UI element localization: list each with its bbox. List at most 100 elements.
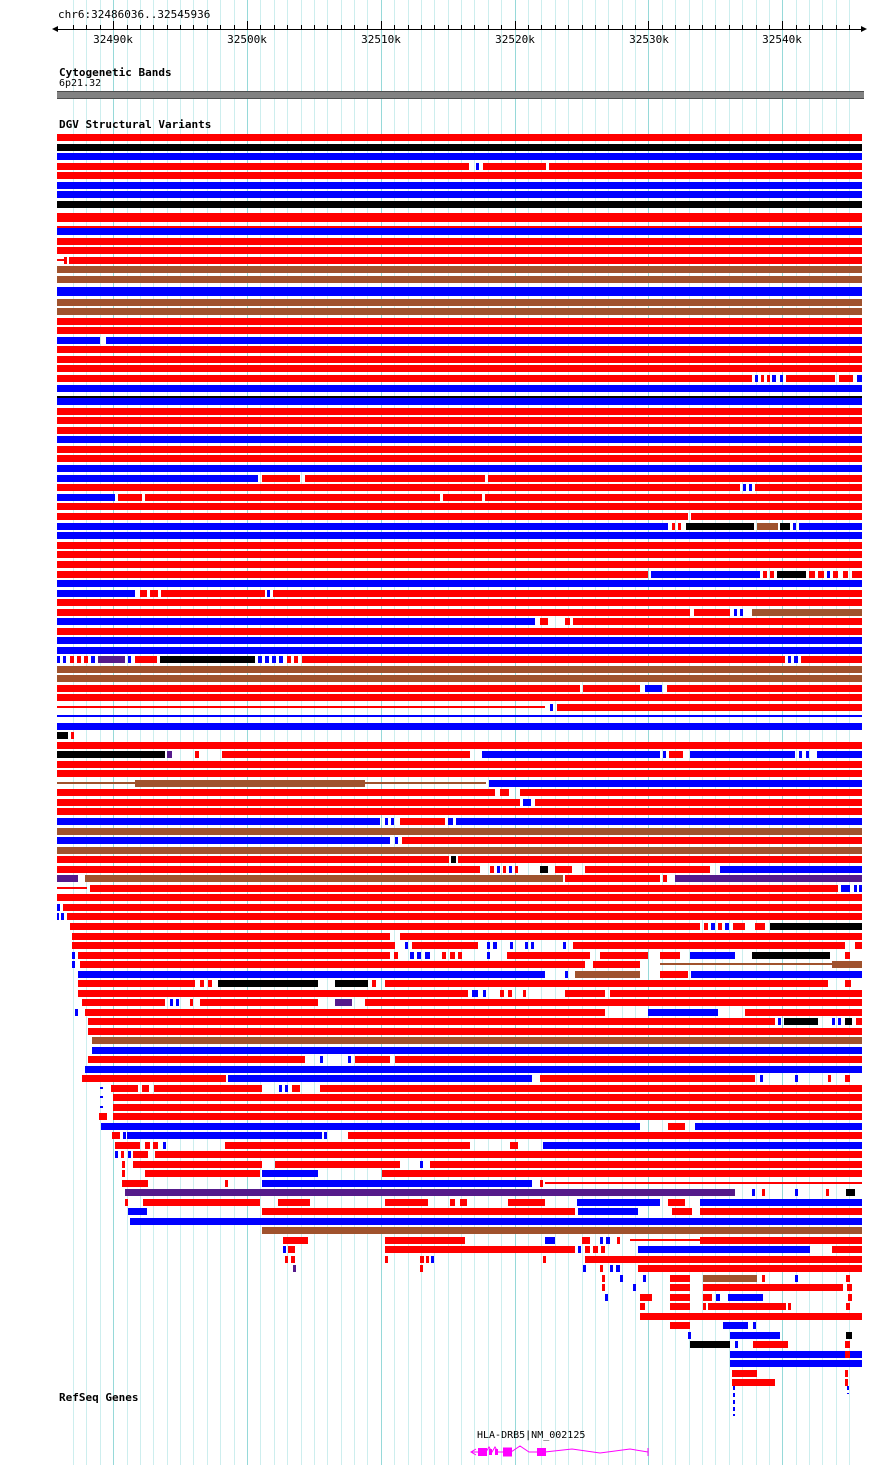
variant-bar[interactable] — [855, 942, 862, 949]
variant-bar[interactable] — [92, 1037, 862, 1044]
variant-bar[interactable] — [606, 1237, 610, 1244]
variant-bar[interactable] — [672, 1208, 692, 1215]
variant-bar[interactable] — [565, 971, 568, 978]
variant-bar[interactable] — [668, 1199, 685, 1206]
variant-bar[interactable] — [760, 1075, 763, 1082]
variant-bar[interactable] — [668, 1123, 685, 1130]
variant-bar[interactable] — [845, 1379, 848, 1386]
variant-bar[interactable] — [320, 1056, 323, 1063]
variant-bar[interactable] — [348, 1056, 351, 1063]
variant-bar[interactable] — [450, 1199, 455, 1206]
variant-bar[interactable] — [515, 866, 518, 873]
variant-bar[interactable] — [535, 799, 862, 806]
variant-bar[interactable] — [133, 1161, 262, 1168]
variant-bar[interactable] — [262, 475, 300, 482]
variant-bar[interactable] — [69, 257, 862, 264]
variant-bar[interactable] — [694, 609, 730, 616]
variant-bar[interactable] — [57, 356, 862, 363]
variant-bar[interactable] — [57, 375, 752, 382]
variant-bar[interactable] — [749, 484, 752, 491]
variant-bar[interactable] — [267, 590, 270, 597]
variant-bar[interactable] — [448, 818, 453, 825]
variant-bar[interactable] — [670, 1284, 690, 1291]
variant-bar[interactable] — [78, 980, 195, 987]
variant-bar[interactable] — [57, 247, 862, 254]
variant-bar[interactable] — [788, 656, 791, 663]
variant-bar[interactable] — [605, 1294, 608, 1301]
variant-bar[interactable] — [799, 751, 802, 758]
variant-bar[interactable] — [395, 1056, 862, 1063]
variant-bar[interactable] — [335, 980, 368, 987]
variant-bar[interactable] — [142, 1085, 149, 1092]
variant-bar[interactable] — [663, 751, 666, 758]
variant-bar[interactable] — [122, 1170, 125, 1177]
variant-bar[interactable] — [545, 1182, 862, 1184]
variant-bar[interactable] — [118, 494, 142, 501]
variant-bar[interactable] — [283, 1237, 308, 1244]
variant-bar[interactable] — [690, 751, 795, 758]
variant-bar[interactable] — [262, 1208, 575, 1215]
variant-bar[interactable] — [101, 1123, 640, 1130]
variant-bar[interactable] — [667, 685, 862, 692]
variant-bar[interactable] — [593, 961, 640, 968]
variant-bar[interactable] — [549, 163, 862, 170]
variant-bar[interactable] — [786, 375, 835, 382]
variant-bar[interactable] — [582, 1237, 590, 1244]
variant-bar[interactable] — [195, 751, 199, 758]
variant-bar[interactable] — [838, 1018, 841, 1025]
variant-bar[interactable] — [845, 1341, 850, 1348]
variant-bar[interactable] — [57, 365, 862, 372]
variant-bar[interactable] — [82, 1075, 226, 1082]
variant-bar[interactable] — [57, 782, 135, 784]
variant-bar[interactable] — [265, 656, 269, 663]
variant-bar[interactable] — [273, 590, 862, 597]
variant-bar[interactable] — [90, 885, 838, 892]
variant-bar[interactable] — [846, 1275, 850, 1282]
variant-bar[interactable] — [743, 484, 746, 491]
variant-bar[interactable] — [82, 999, 165, 1006]
variant-bar[interactable] — [122, 1180, 148, 1187]
variant-bar[interactable] — [288, 1246, 295, 1253]
variant-bar[interactable] — [88, 1018, 775, 1025]
variant-bar[interactable] — [85, 1066, 862, 1073]
variant-bar[interactable] — [540, 866, 548, 873]
variant-bar[interactable] — [487, 942, 490, 949]
variant-bar[interactable] — [57, 542, 862, 549]
variant-bar[interactable] — [57, 308, 862, 315]
variant-bar[interactable] — [728, 1294, 763, 1301]
variant-bar[interactable] — [57, 503, 862, 510]
variant-bar[interactable] — [57, 666, 862, 673]
variant-bar[interactable] — [557, 704, 862, 711]
variant-bar[interactable] — [57, 213, 862, 215]
variant-bar[interactable] — [57, 761, 862, 768]
variant-bar[interactable] — [78, 952, 390, 959]
variant-bar[interactable] — [57, 732, 68, 739]
variant-bar[interactable] — [57, 327, 862, 334]
variant-bar[interactable] — [57, 259, 64, 261]
variant-bar[interactable] — [703, 1275, 757, 1282]
variant-bar[interactable] — [540, 1075, 755, 1082]
variant-bar[interactable] — [846, 1332, 852, 1339]
variant-bar[interactable] — [845, 952, 850, 959]
variant-bar[interactable] — [430, 1161, 862, 1168]
variant-bar[interactable] — [170, 999, 173, 1006]
variant-bar[interactable] — [272, 656, 276, 663]
variant-bar[interactable] — [565, 875, 660, 882]
variant-bar[interactable] — [725, 923, 729, 930]
variant-bar[interactable] — [57, 913, 59, 920]
variant-bar[interactable] — [489, 780, 862, 787]
variant-bar[interactable] — [57, 318, 862, 325]
variant-bar[interactable] — [400, 818, 445, 825]
variant-bar[interactable] — [57, 446, 862, 453]
variant-bar[interactable] — [859, 885, 862, 892]
variant-bar[interactable] — [806, 751, 809, 758]
variant-bar[interactable] — [91, 656, 95, 663]
variant-bar[interactable] — [57, 201, 862, 208]
variant-bar[interactable] — [57, 628, 862, 635]
variant-bar[interactable] — [700, 1199, 862, 1206]
variant-bar[interactable] — [88, 1028, 862, 1035]
variant-bar[interactable] — [57, 856, 449, 863]
variant-bar[interactable] — [291, 1256, 295, 1263]
variant-bar[interactable] — [135, 656, 157, 663]
variant-bar[interactable] — [57, 715, 862, 717]
